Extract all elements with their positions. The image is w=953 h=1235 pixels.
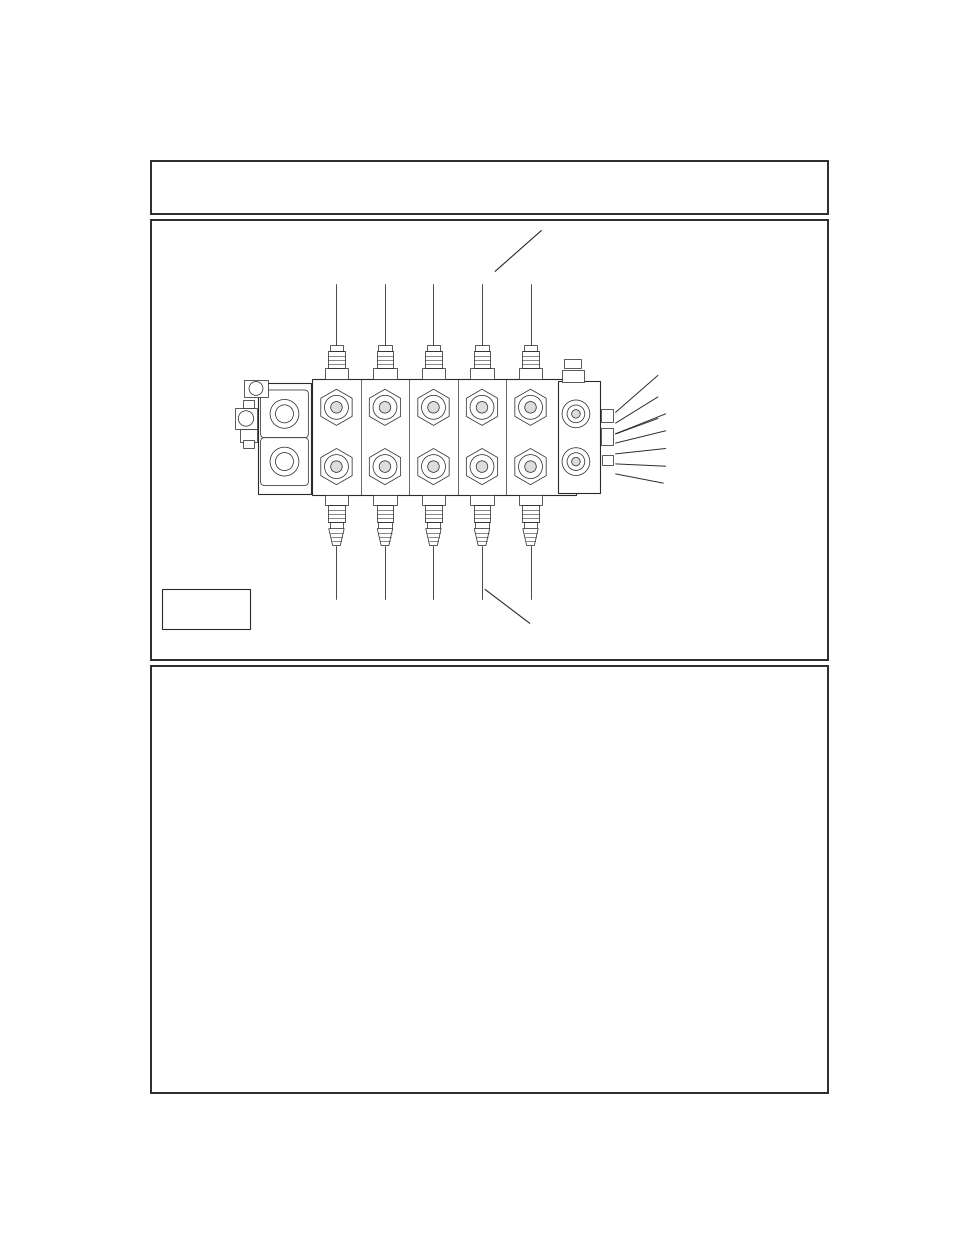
Bar (239, 430, 256, 442)
Polygon shape (417, 389, 449, 425)
Circle shape (379, 401, 391, 412)
Bar (601, 454, 612, 466)
Bar (151, 162, 827, 214)
Bar (558, 382, 599, 493)
Circle shape (421, 395, 445, 419)
Bar (244, 380, 267, 396)
Circle shape (331, 461, 342, 472)
Polygon shape (515, 389, 546, 425)
Polygon shape (369, 448, 400, 484)
Bar (523, 522, 537, 529)
Circle shape (427, 401, 438, 412)
Bar (473, 505, 490, 522)
Bar (470, 368, 493, 379)
Bar (518, 495, 541, 505)
Circle shape (331, 401, 342, 412)
Bar (243, 400, 253, 408)
Bar (523, 346, 537, 352)
Bar (561, 370, 583, 383)
Circle shape (571, 457, 579, 466)
Polygon shape (474, 529, 489, 546)
Bar (426, 522, 440, 529)
Circle shape (421, 454, 445, 478)
Bar (564, 359, 580, 368)
Bar (600, 427, 613, 445)
Circle shape (373, 395, 396, 419)
Bar (325, 368, 348, 379)
Bar (470, 495, 493, 505)
Circle shape (561, 448, 589, 475)
Bar (473, 352, 490, 368)
Bar (521, 505, 538, 522)
Circle shape (518, 395, 542, 419)
Circle shape (476, 461, 487, 472)
Bar (376, 505, 393, 522)
Circle shape (324, 454, 348, 478)
Bar (377, 522, 392, 529)
Bar (475, 522, 488, 529)
Bar (376, 352, 393, 368)
Polygon shape (376, 529, 393, 546)
Bar (373, 368, 396, 379)
Bar (258, 383, 311, 494)
Circle shape (324, 395, 348, 419)
Circle shape (275, 405, 294, 422)
Bar (329, 346, 343, 352)
Circle shape (379, 461, 391, 472)
Circle shape (524, 461, 536, 472)
Circle shape (249, 382, 263, 395)
Polygon shape (515, 448, 546, 484)
Bar (518, 368, 541, 379)
Bar (373, 495, 396, 505)
Circle shape (476, 401, 487, 412)
Bar (312, 379, 576, 495)
Bar (328, 352, 345, 368)
Bar (600, 409, 613, 421)
Bar (235, 408, 256, 430)
Polygon shape (320, 448, 352, 484)
Circle shape (270, 447, 298, 475)
Circle shape (238, 411, 253, 426)
Bar (421, 495, 444, 505)
Bar (425, 352, 441, 368)
Bar (421, 368, 444, 379)
Polygon shape (369, 389, 400, 425)
Circle shape (270, 399, 298, 429)
Bar (161, 589, 250, 630)
Bar (475, 346, 488, 352)
Polygon shape (329, 529, 344, 546)
Polygon shape (522, 529, 537, 546)
Circle shape (373, 454, 396, 478)
Bar (602, 433, 610, 441)
Circle shape (275, 452, 294, 471)
Bar (521, 352, 538, 368)
Bar (377, 346, 392, 352)
Circle shape (470, 454, 494, 478)
Circle shape (427, 461, 438, 472)
Circle shape (571, 410, 579, 419)
Bar (151, 666, 827, 1093)
Circle shape (470, 395, 494, 419)
Circle shape (566, 453, 584, 471)
Bar (243, 440, 253, 448)
FancyBboxPatch shape (260, 390, 308, 437)
Bar (329, 522, 343, 529)
FancyBboxPatch shape (260, 437, 308, 485)
Polygon shape (320, 389, 352, 425)
Polygon shape (466, 389, 497, 425)
Bar (151, 220, 827, 661)
Polygon shape (466, 448, 497, 484)
Circle shape (566, 405, 584, 422)
Polygon shape (425, 529, 440, 546)
Bar (425, 505, 441, 522)
Circle shape (561, 400, 589, 427)
Polygon shape (417, 448, 449, 484)
Bar (328, 505, 345, 522)
Circle shape (518, 454, 542, 478)
Circle shape (524, 401, 536, 412)
Bar (426, 346, 440, 352)
Bar (325, 495, 348, 505)
